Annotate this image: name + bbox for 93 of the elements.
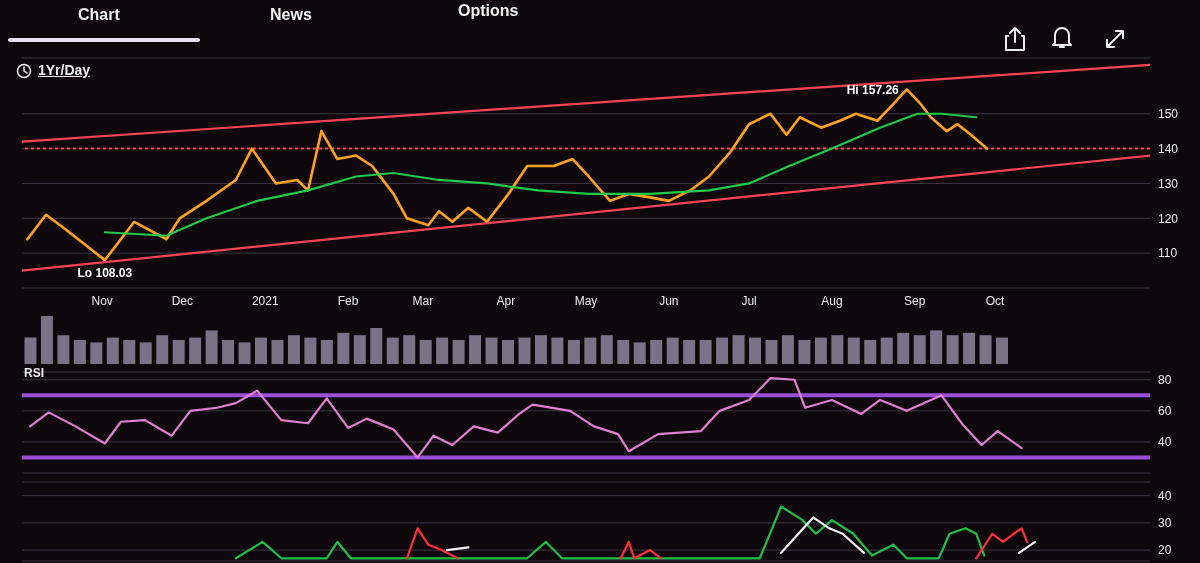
bar xyxy=(222,340,235,364)
bar xyxy=(452,340,465,364)
bar xyxy=(979,335,992,364)
text: News xyxy=(270,6,312,24)
bar xyxy=(485,337,498,364)
bar xyxy=(123,340,136,364)
x-tick-label: Mar xyxy=(412,293,434,308)
y-tick-label: 150 xyxy=(1158,107,1179,122)
bar xyxy=(436,337,449,364)
bar xyxy=(370,328,383,364)
y-tick-label: 120 xyxy=(1158,211,1179,226)
x-tick-label: Aug xyxy=(821,293,843,308)
bar xyxy=(238,342,251,364)
y-tick-label: 110 xyxy=(1158,246,1178,261)
bar xyxy=(880,337,893,364)
bar xyxy=(40,316,53,364)
bar xyxy=(913,335,926,364)
bar xyxy=(781,335,794,364)
bar xyxy=(716,337,729,364)
y-tick-label: 130 xyxy=(1158,176,1179,191)
bar xyxy=(600,335,613,364)
bar xyxy=(551,337,564,364)
text: Chart xyxy=(78,6,120,24)
bar xyxy=(996,337,1008,364)
x-tick-label: Dec xyxy=(171,293,194,308)
bar xyxy=(287,335,300,364)
bar xyxy=(765,340,778,364)
bar xyxy=(172,340,185,364)
x-tick-label: Feb xyxy=(337,293,359,308)
bar xyxy=(189,337,202,364)
bar xyxy=(683,340,696,364)
bar xyxy=(666,337,679,364)
bar xyxy=(156,335,169,364)
x-tick-label: Jun xyxy=(659,293,679,308)
chart-title: RSI xyxy=(24,366,45,380)
text: Options xyxy=(458,2,519,20)
bar xyxy=(320,340,333,364)
bar xyxy=(337,332,350,364)
bar xyxy=(584,337,597,364)
bar xyxy=(847,337,860,364)
bar xyxy=(386,337,399,364)
bar xyxy=(699,340,712,364)
x-tick-label: Apr xyxy=(496,293,516,308)
line-series xyxy=(103,112,978,237)
bar xyxy=(139,342,152,364)
bar xyxy=(271,340,284,364)
line-series xyxy=(28,377,1023,459)
annotation: Lo 108.03 xyxy=(77,265,133,280)
line-series xyxy=(234,505,986,560)
bar xyxy=(502,340,514,364)
x-tick-label: Oct xyxy=(985,293,1005,308)
bar xyxy=(469,335,482,364)
bar xyxy=(831,335,844,364)
bar xyxy=(255,337,267,364)
bar xyxy=(534,335,547,364)
bar xyxy=(798,340,811,364)
y-tick-label: 40 xyxy=(1158,435,1172,450)
bar xyxy=(617,340,630,364)
y-tick-label: 20 xyxy=(1158,543,1172,558)
y-tick-label: 60 xyxy=(1158,404,1172,419)
bar xyxy=(897,332,910,364)
x-tick-label: Sep xyxy=(904,293,926,308)
x-tick-label: May xyxy=(574,293,598,308)
bar xyxy=(419,340,432,364)
bar xyxy=(814,337,827,364)
bar xyxy=(353,335,366,364)
bar xyxy=(304,337,317,364)
bar xyxy=(518,337,531,364)
annotation: Hi 157.26 xyxy=(846,82,900,97)
bar xyxy=(749,337,761,364)
bar xyxy=(864,340,877,364)
x-tick-label: Nov xyxy=(91,293,113,308)
bar xyxy=(106,337,119,364)
x-tick-label: Jul xyxy=(741,293,757,308)
y-tick-label: 80 xyxy=(1158,373,1172,388)
bar xyxy=(24,337,37,364)
y-tick-label: 140 xyxy=(1158,141,1179,156)
y-tick-label: 30 xyxy=(1158,516,1172,531)
bar xyxy=(946,335,959,364)
bar xyxy=(963,332,976,364)
y-tick-label: 40 xyxy=(1158,488,1172,503)
bar xyxy=(403,335,416,364)
bar xyxy=(732,335,745,364)
bar xyxy=(90,342,103,364)
bar xyxy=(650,340,663,364)
annotation: 1Yr/Day xyxy=(38,62,91,78)
bar xyxy=(633,342,646,364)
bar xyxy=(73,340,86,364)
bar xyxy=(57,335,70,364)
bar xyxy=(205,330,218,364)
x-tick-label: 2021 xyxy=(251,293,279,308)
bar xyxy=(567,340,580,364)
bar xyxy=(930,330,943,364)
